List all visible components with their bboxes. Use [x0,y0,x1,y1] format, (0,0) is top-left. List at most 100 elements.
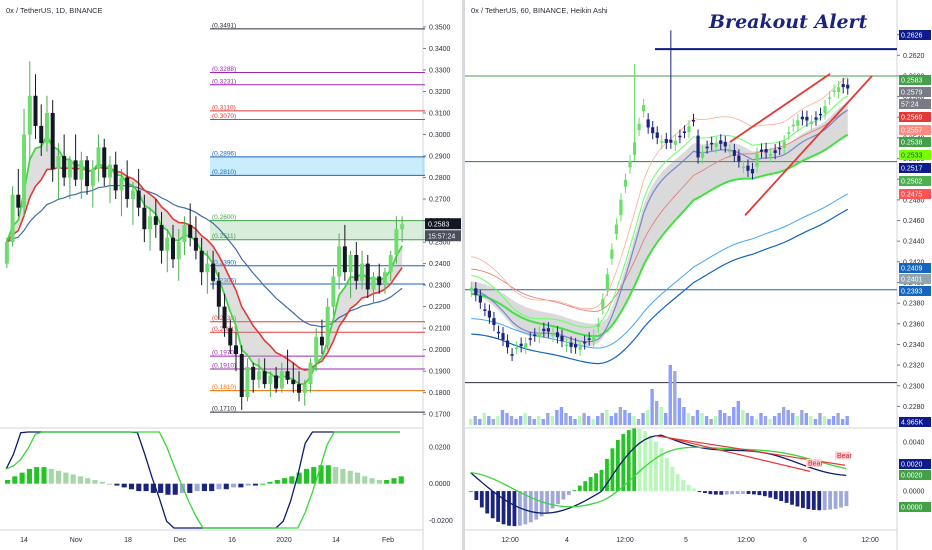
volume-bar [509,416,514,425]
macd-hist-bar [626,430,631,492]
macd-hist-bar [566,491,571,495]
candle-body [578,346,582,350]
candle-body [655,132,659,138]
candle-body [746,165,750,171]
left-chart-panel[interactable]: (0.3491) (0.3288) (0.3231) (0.3110) (0.3070)… [0,0,462,550]
candle-body [102,147,107,178]
macd-hist-bar [136,483,142,492]
macd-hist-bar [41,467,47,484]
y-tick-label: 0.2500 [429,240,451,247]
candle-body [142,207,147,230]
macd-hist-bar [252,483,258,486]
candle-body [837,87,841,92]
candle-body [50,112,55,169]
volume-bar [487,416,491,425]
macd-hist-bar [369,478,375,484]
macd-hist-bar [282,478,288,484]
macd-hist-bar [757,491,762,496]
candle-body [710,142,714,145]
macd-hist-bar [114,483,120,486]
candle-body [632,142,637,155]
macd-hist-bar [143,483,149,492]
volume-bar [523,413,527,425]
macd-hist-bar [675,474,680,492]
candle-body [302,384,307,393]
candle-body [587,338,591,340]
y-tick-label: 0.2100 [429,326,451,333]
volume-bar [537,416,541,425]
volume-bar [741,410,745,425]
macd-hist-bar [194,483,200,492]
macd-hist-bar [512,491,517,527]
macd-hist-bar [735,491,740,494]
candle-body [519,343,523,347]
volume-bar [573,419,577,425]
macd-hist-bar [670,466,675,492]
macd-hist-bar [724,491,729,495]
candle-body [469,287,473,291]
volume-bar [478,419,482,425]
right-chart-panel[interactable]: 0.26400.26200.26000.25800.25600.25400.25… [465,0,932,550]
candle-body [33,95,38,126]
macd-hist-bar [26,468,32,484]
fib-zone-blue [210,156,425,176]
candle-body [216,280,221,307]
volume-bar [691,416,695,425]
macd-hist-bar [201,483,207,492]
price-tag-bg [899,274,931,284]
candle-body [610,249,614,259]
volume-bar [541,419,545,425]
candle-body [750,168,755,174]
candle-body [182,224,187,243]
candle-body [664,139,668,143]
volume-bar [668,365,672,425]
candle-body [628,161,632,168]
macd-hist-bar [681,480,686,492]
x-tick-label: Dec [174,537,187,544]
candle-body [10,194,15,243]
macd-hist-bar [274,480,280,484]
volume-bar [713,416,718,425]
y-tick-label: 0.2340 [903,342,925,349]
candle-body [400,224,405,230]
right-chart-svg[interactable]: 0.26400.26200.26000.25800.25600.25400.25… [465,0,932,550]
candle-body [188,224,193,238]
volume-bar [822,416,827,425]
macd-hist-bar [708,491,713,495]
macd-hist-bar [485,491,490,514]
panel-divider[interactable] [462,0,465,550]
macd-hist-bar [260,483,266,485]
y-tick-label: 0.2360 [903,321,925,328]
macd-line [470,434,847,514]
volume-bar [546,413,550,425]
volume-bar [582,413,586,425]
price-tag-value: 0.2569 [901,115,923,122]
candle-body [501,333,505,340]
price-tag-bg [899,75,931,85]
bear-label-bg [806,459,822,467]
volume-bar [745,413,750,425]
candle-body [176,242,181,260]
volume-bar [777,413,781,425]
candle-body [737,155,741,162]
y-tick-label: 0.2620 [903,53,925,60]
ema-slow-line [6,184,403,328]
macd-hist-bar [391,478,397,484]
macd-hist-bar [92,480,98,484]
candle-body [79,160,84,180]
candle-body [637,123,641,131]
candle-body [136,190,141,208]
volume-bar [781,407,786,425]
macd-hist-bar [719,491,724,495]
macd-hist-bar [561,491,566,500]
volume-bar [555,410,559,425]
candle-body [741,166,745,169]
candle-body [682,131,687,133]
candle-body [308,362,313,385]
x-tick-label: 6 [803,537,807,544]
volume-bar [695,410,700,425]
left-chart-svg[interactable]: (0.3491) (0.3288) (0.3231) (0.3110) (0.3070)… [0,0,462,550]
candle-body [796,120,800,126]
y-tick-label: 0.2000 [429,347,451,354]
candle-body [348,255,353,273]
